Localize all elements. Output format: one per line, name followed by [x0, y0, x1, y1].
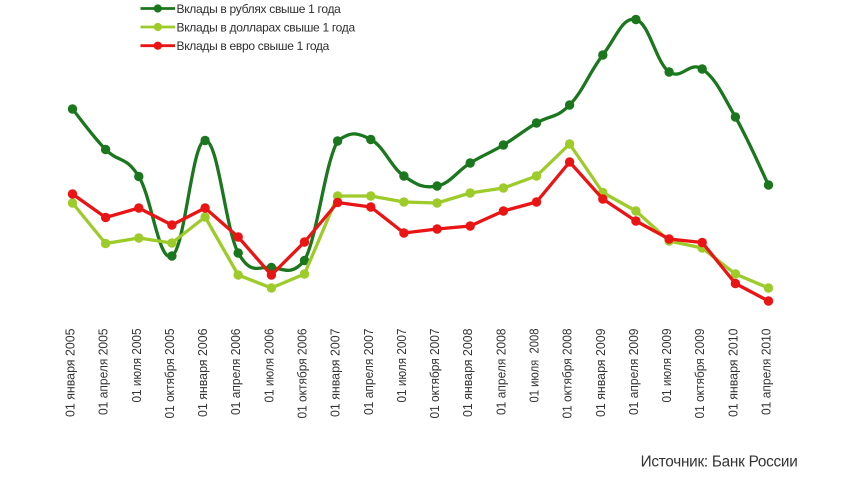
svg-text:01 января 2010: 01 января 2010: [726, 328, 740, 417]
svg-text:01 октября 2008: 01 октября 2008: [561, 328, 575, 418]
svg-text:Вклады в рублях свыше 1 года: Вклады в рублях свыше 1 года: [177, 2, 342, 16]
svg-text:01 апреля 2009: 01 апреля 2009: [627, 328, 641, 415]
svg-text:01 октября 2009: 01 октября 2009: [693, 328, 707, 418]
svg-text:01 апреля 2008: 01 апреля 2008: [494, 328, 508, 415]
svg-text:01 июля 2005: 01 июля 2005: [130, 328, 144, 402]
svg-text:01 апреля 2007: 01 апреля 2007: [362, 328, 376, 415]
svg-text:01 января 2008: 01 января 2008: [461, 328, 475, 417]
svg-text:01 апреля 2006: 01 апреля 2006: [229, 328, 243, 415]
svg-text:01 апреля 2005: 01 апреля 2005: [97, 328, 111, 415]
svg-text:01 июля 2009: 01 июля 2009: [660, 328, 674, 402]
svg-text:01 января 2007: 01 января 2007: [329, 328, 343, 417]
svg-text:01 июля 2006: 01 июля 2006: [262, 328, 276, 402]
svg-text:Источник: Банк России: Источник: Банк России: [641, 454, 798, 471]
svg-text:01 апреля 2010: 01 апреля 2010: [760, 328, 774, 415]
svg-text:Вклады в долларах свыше 1 года: Вклады в долларах свыше 1 года: [177, 21, 356, 35]
svg-text:01 октября 2006: 01 октября 2006: [296, 328, 310, 418]
svg-text:Вклады в евро свыше 1 года: Вклады в евро свыше 1 года: [177, 39, 330, 53]
svg-text:01 октября 2005: 01 октября 2005: [163, 328, 177, 418]
svg-text:01 января 2005: 01 января 2005: [64, 328, 78, 417]
svg-text:01 января 2009: 01 января 2009: [594, 328, 608, 417]
svg-text:01 января 2006: 01 января 2006: [196, 328, 210, 417]
svg-text:01 июля 2007: 01 июля 2007: [395, 328, 409, 402]
svg-text:01 июля 2008: 01 июля 2008: [528, 328, 542, 402]
svg-text:01 октября 2007: 01 октября 2007: [428, 328, 442, 418]
